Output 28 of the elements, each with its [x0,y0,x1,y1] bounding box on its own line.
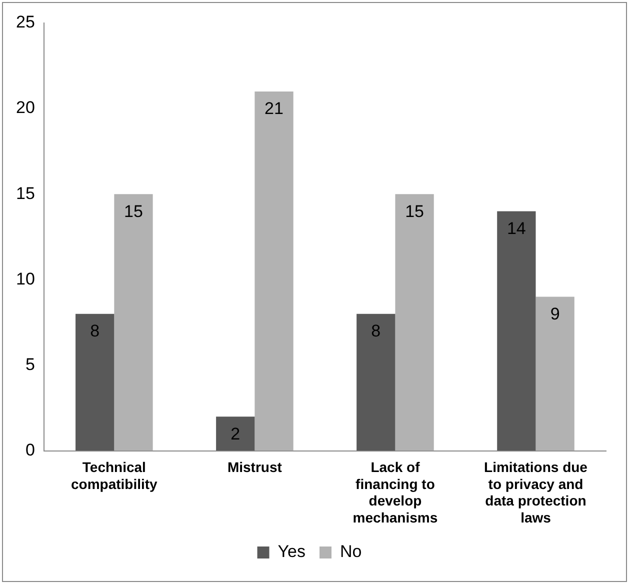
y-tick-label: 15 [16,184,35,203]
bar [216,416,255,451]
y-tick-label: 0 [25,440,35,460]
y-tick-label: 10 [16,269,35,288]
x-tick-label: Lack of financing to develop mechanisms [352,459,438,526]
data-label: 15 [124,202,143,221]
bar [536,296,574,451]
x-tick-label: Mistrust [227,459,282,476]
x-tick-label: Limitations due to privacy and data protection laws [484,459,588,526]
data-label: 15 [405,202,424,221]
data-label: 9 [550,304,560,324]
bar [114,194,153,451]
legend-label: Yes [278,542,306,562]
x-tick-label: Technical compatibility [70,459,158,492]
bar [497,211,536,451]
data-label: 8 [371,322,381,341]
data-label: 21 [264,99,284,118]
y-tick-label: 25 [16,12,35,32]
bar [356,314,396,451]
bar [76,314,114,451]
data-label: 8 [90,322,100,341]
bar [395,194,434,451]
y-tick-label: 20 [16,98,35,118]
bar [254,91,294,451]
data-label: 2 [230,424,240,444]
data-label: 14 [506,218,526,238]
y-tick-label: 5 [25,354,35,374]
legend-label: No [340,542,362,562]
